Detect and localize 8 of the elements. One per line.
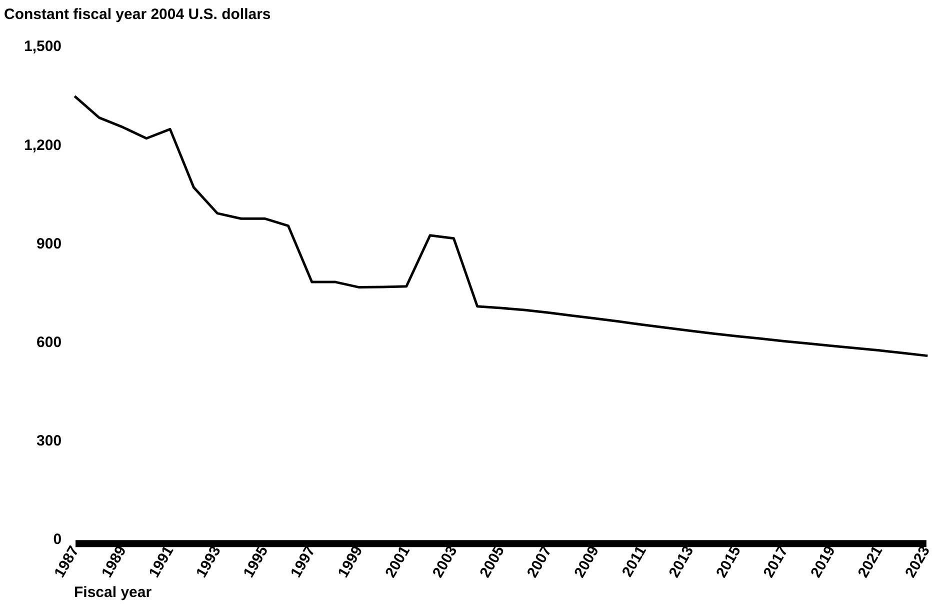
y-tick-label: 0 [53,531,62,548]
y-tick-label: 600 [36,334,62,351]
y-tick-label: 300 [36,432,62,450]
x-axis-title: Fiscal year [74,584,152,601]
y-tick-label: 1,500 [24,38,62,56]
y-tick-label: 1,200 [24,136,62,154]
y-tick-label: 900 [36,235,62,252]
y-axis-title: Constant fiscal year 2004 U.S. dollars [4,6,271,23]
